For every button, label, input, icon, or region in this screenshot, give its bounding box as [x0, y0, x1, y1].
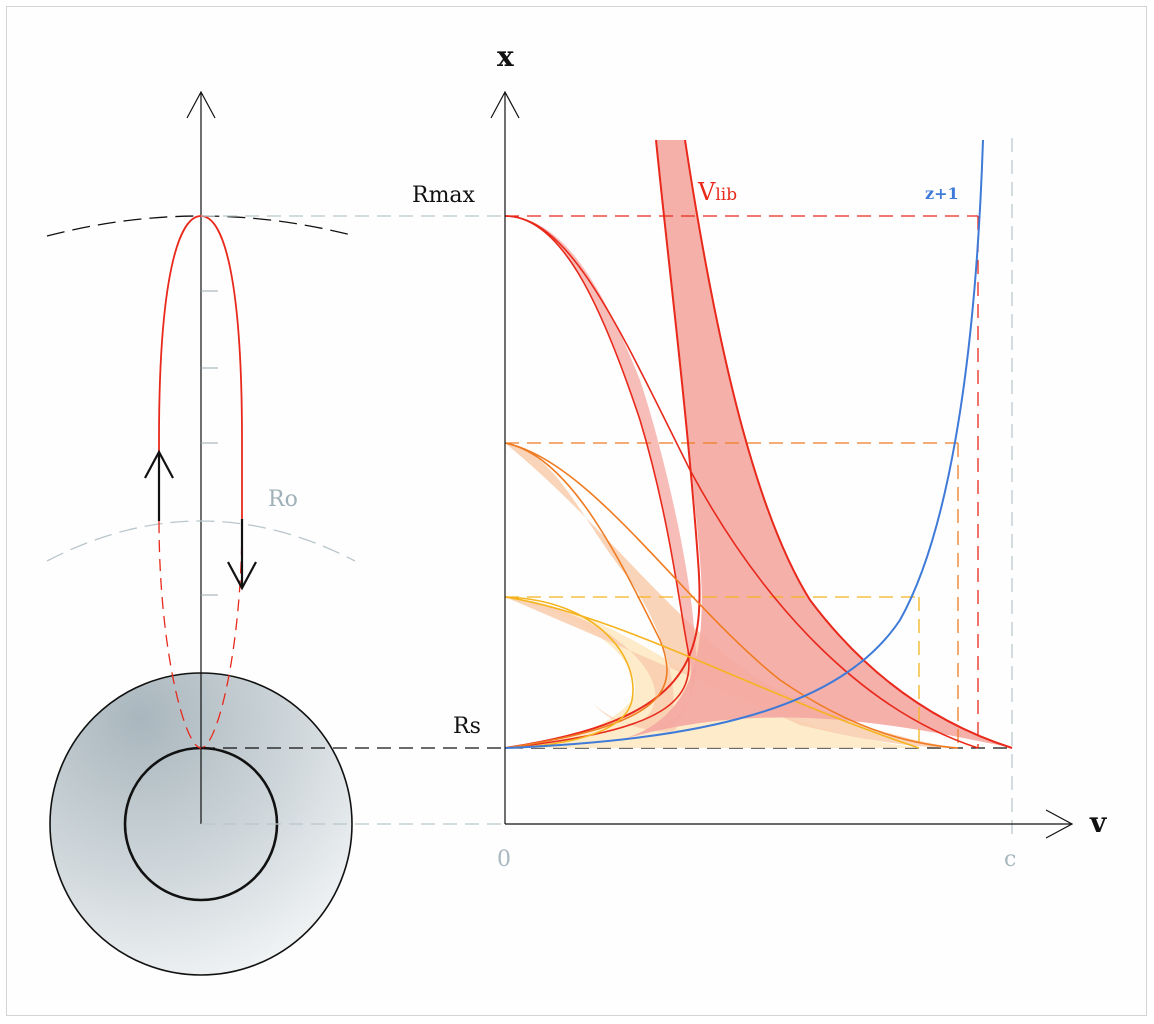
low-curve-relativistic [504, 596, 920, 749]
x-axis-arrow-icon [490, 90, 520, 119]
rmax-arc [46, 215, 356, 237]
rs-label: Rs [453, 714, 481, 739]
z-plus-1-label: z+1 [925, 184, 959, 203]
vlib-label-main: V [697, 178, 716, 206]
vlib-label: Vlib [697, 178, 737, 206]
low-curve-bound [504, 596, 634, 749]
mid-curve-relativistic [504, 442, 959, 749]
x-axis-label: x [497, 40, 514, 73]
up-arrow-icon [144, 449, 174, 521]
ro-arc [46, 520, 356, 562]
ro-label: Ro [268, 487, 298, 512]
v-axis-label: v [1089, 806, 1107, 839]
v-axis-arrow-icon [1045, 809, 1074, 839]
rmax-band [505, 216, 697, 730]
vlib-curve-outer [684, 139, 1013, 749]
vlib-label-sub: lib [715, 185, 737, 205]
z-plus-1-curve [504, 139, 984, 749]
left-axis-arrow-icon [186, 90, 216, 119]
c-label: c [1004, 847, 1016, 872]
down-arrow-icon [227, 519, 257, 591]
rmax-curve-relativistic [504, 215, 979, 749]
left-axis-ticks [201, 290, 218, 596]
rmax-label: Rmax [412, 183, 476, 208]
origin-label: 0 [497, 847, 511, 872]
vlib-curve-inner [504, 139, 701, 749]
rmax-curve-bound [504, 215, 690, 749]
vlib-band [620, 140, 1012, 748]
